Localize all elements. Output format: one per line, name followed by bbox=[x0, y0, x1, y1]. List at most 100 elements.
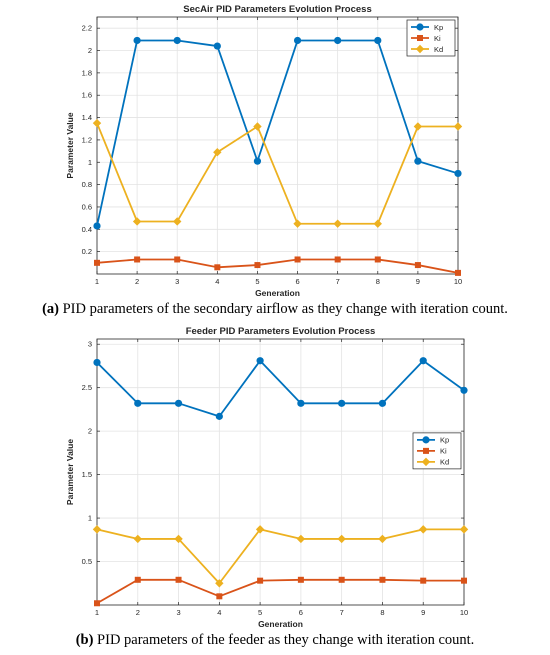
plot-area-box bbox=[96, 16, 459, 275]
data-point-kd bbox=[255, 525, 265, 534]
x-tick-label: 6 bbox=[299, 608, 303, 617]
data-point-kp bbox=[334, 36, 342, 45]
x-tick-label: 2 bbox=[136, 608, 140, 617]
x-tick-label: 3 bbox=[176, 608, 180, 617]
legend-label-kp: Kp bbox=[434, 23, 443, 32]
x-tick-label: 2 bbox=[135, 277, 139, 286]
data-point-kp bbox=[419, 357, 427, 365]
data-point-kp bbox=[253, 157, 262, 165]
x-tick-label: 1 bbox=[95, 277, 99, 286]
caption-b: (b) PID parameters of the feeder as they… bbox=[0, 632, 550, 649]
data-point-kp bbox=[93, 222, 101, 230]
data-point-kd bbox=[413, 122, 423, 131]
y-tick-label: 1.4 bbox=[82, 113, 92, 122]
series-line-kp bbox=[96, 39, 459, 227]
data-point-kd bbox=[378, 534, 387, 544]
x-tick-label: 4 bbox=[217, 608, 221, 617]
data-point-kp bbox=[173, 36, 181, 45]
y-tick-label: 0.2 bbox=[82, 247, 92, 256]
series-line-ki bbox=[96, 578, 464, 605]
data-point-kd bbox=[293, 219, 302, 228]
data-point-ki bbox=[294, 256, 301, 263]
legend-label-kd: Kd bbox=[440, 458, 449, 467]
data-point-ki bbox=[374, 256, 381, 263]
caption-a-text: PID parameters of the secondary airflow … bbox=[58, 301, 508, 317]
series-line-kd bbox=[96, 122, 458, 225]
caption-a: (a) PID parameters of the secondary airf… bbox=[0, 301, 550, 318]
data-point-ki bbox=[379, 576, 386, 583]
legend-label-ki: Ki bbox=[440, 447, 447, 456]
data-point-kd bbox=[215, 579, 224, 588]
data-point-kp bbox=[293, 36, 302, 45]
y-tick-label: 3 bbox=[88, 340, 92, 349]
caption-b-text: PID parameters of the feeder as they cha… bbox=[93, 632, 475, 648]
x-tick-label: 7 bbox=[336, 277, 340, 286]
y-tick-label: 1 bbox=[88, 514, 92, 523]
chart-title: SecAir PID Parameters Evolution Process bbox=[183, 4, 372, 15]
data-point-ki bbox=[175, 576, 182, 583]
data-point-ki bbox=[257, 577, 264, 584]
legend-marker-ki bbox=[423, 447, 429, 454]
x-tick-label: 3 bbox=[175, 277, 179, 286]
data-point-kd bbox=[132, 217, 142, 226]
data-point-ki bbox=[334, 256, 341, 263]
data-point-kp bbox=[297, 399, 305, 407]
data-point-kp bbox=[174, 399, 183, 407]
x-tick-label: 8 bbox=[376, 277, 380, 286]
data-point-kd bbox=[419, 525, 428, 534]
data-point-ki bbox=[254, 262, 261, 269]
data-point-kp bbox=[414, 157, 422, 165]
x-axis-label: Generation bbox=[258, 619, 303, 629]
legend-label-ki: Ki bbox=[434, 34, 441, 43]
chart-secair: SecAir PID Parameters Evolution Process 1… bbox=[65, 4, 463, 298]
y-tick-label: 1.5 bbox=[82, 470, 92, 479]
y-tick-label: 2.5 bbox=[82, 383, 92, 392]
data-point-kp bbox=[213, 42, 221, 50]
data-point-kd bbox=[213, 148, 222, 157]
data-point-kp bbox=[374, 36, 382, 45]
x-tick-label: 6 bbox=[295, 277, 299, 286]
legend: Kp Ki Kd bbox=[412, 432, 462, 470]
y-tick-label: 2 bbox=[88, 427, 92, 436]
data-point-kp bbox=[454, 169, 462, 178]
series-line-kd bbox=[96, 528, 464, 585]
data-point-kd bbox=[453, 122, 463, 131]
y-tick-label: 1.2 bbox=[82, 135, 92, 144]
x-tick-label: 4 bbox=[215, 277, 219, 286]
y-tick-label: 0.4 bbox=[82, 225, 92, 234]
data-point-ki bbox=[94, 600, 100, 607]
legend-label-kd: Kd bbox=[434, 45, 443, 54]
x-tick-label: 9 bbox=[416, 277, 420, 286]
legend-box bbox=[412, 432, 462, 470]
y-tick-label: 0.8 bbox=[82, 180, 92, 189]
x-tick-label: 8 bbox=[380, 608, 384, 617]
legend-label-kp: Kp bbox=[440, 436, 449, 445]
data-point-kd bbox=[253, 122, 262, 131]
legend: Kp Ki Kd bbox=[406, 19, 456, 57]
chart-feeder: Feeder PID Parameters Evolution Process 1… bbox=[65, 326, 469, 629]
data-point-kp bbox=[133, 36, 141, 45]
y-tick-label: 1 bbox=[88, 158, 92, 167]
data-point-kd bbox=[173, 217, 182, 226]
legend-marker-kp bbox=[416, 23, 424, 31]
data-point-kp bbox=[460, 386, 468, 394]
data-point-kp bbox=[134, 399, 142, 407]
data-point-kp bbox=[338, 399, 346, 407]
caption-b-label: (b) bbox=[75, 632, 94, 648]
data-point-kp bbox=[256, 357, 264, 365]
data-point-kd bbox=[133, 534, 142, 544]
caption-a-label: (a) bbox=[42, 301, 59, 317]
y-tick-label: 2.2 bbox=[82, 24, 92, 33]
data-point-ki bbox=[214, 264, 221, 271]
y-tick-label: 1.6 bbox=[82, 91, 92, 100]
data-point-kd bbox=[373, 219, 382, 228]
data-point-ki bbox=[94, 259, 100, 266]
data-point-kd bbox=[333, 219, 342, 228]
legend-marker-kd bbox=[415, 44, 425, 54]
y-tick-label: 2 bbox=[88, 46, 92, 55]
data-point-kp bbox=[93, 358, 101, 367]
legend-marker-kp bbox=[422, 436, 430, 444]
data-point-ki bbox=[174, 256, 181, 263]
y-tick-label: 1.8 bbox=[82, 68, 92, 77]
data-point-kp bbox=[215, 412, 223, 420]
